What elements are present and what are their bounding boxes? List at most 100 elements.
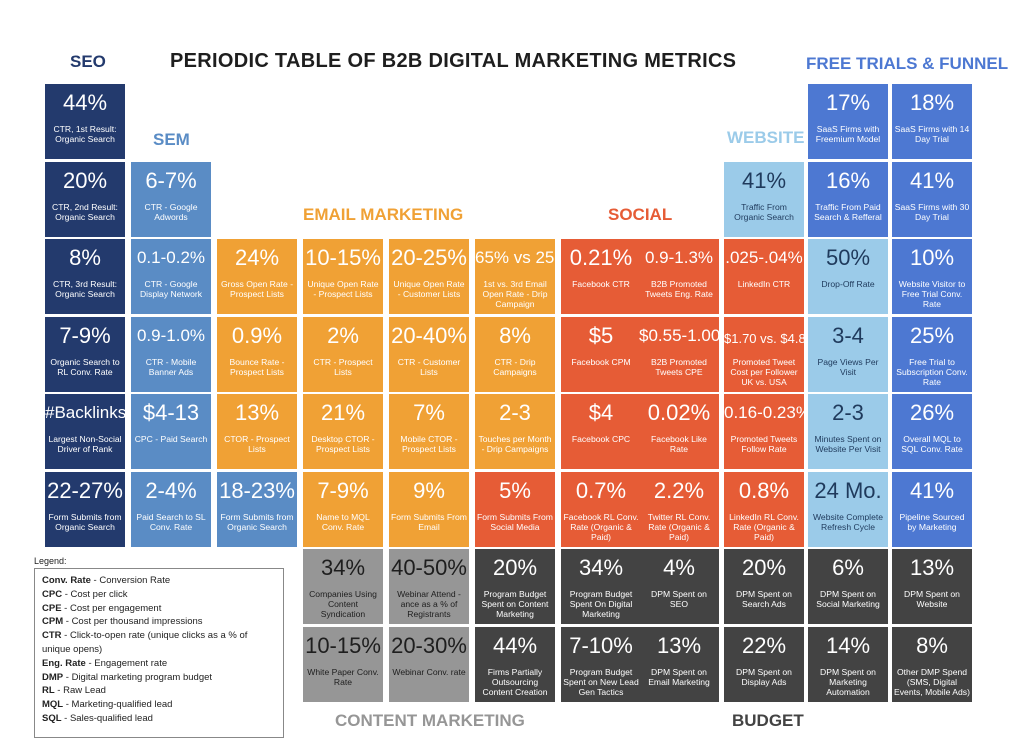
metric-cell: $4 Facebook CPC	[561, 394, 641, 469]
metric-cell: 16% Traffic From Paid Search & Refferal	[808, 162, 888, 237]
metric-value: 6%	[832, 555, 864, 580]
metric-value: 44%	[62, 90, 108, 115]
metric-cell: 9% Form Submits From Email	[389, 472, 469, 547]
metric-cell: 13% DPM Spent on Website	[892, 549, 972, 624]
metric-cell: 10% Website Visitor to Free Trial Conv. R…	[892, 239, 972, 314]
metric-cell: 24 Mo. Website Complete Refresh Cycle	[808, 472, 888, 547]
metric-label: Webinar Conv. rate	[392, 667, 466, 677]
legend-item: SQL - Sales-qualified lead	[42, 712, 153, 724]
metric-cell: 8% CTR - Drip Campaigns	[475, 317, 555, 392]
metric-value: 24 Mo.	[814, 478, 882, 503]
metric-cell: #Backlinks Largest Non-Social Driver of R…	[45, 394, 125, 469]
metric-label: Firms Partially Outsourcing Content Crea…	[482, 667, 548, 697]
page-title: PERIODIC TABLE OF B2B DIGITAL MARKETING …	[170, 50, 737, 72]
metric-cell: 8% Other DMP Spend (SMS, Digital Events, …	[892, 627, 972, 702]
metric-label: White Paper Conv. Rate	[307, 667, 379, 687]
metric-label: Facebook CTR	[572, 279, 630, 289]
metric-cell: 25% Free Trial to Subscription Conv. Rate	[892, 317, 972, 392]
metric-value: 3-4	[832, 323, 864, 348]
metric-value: 8%	[499, 323, 531, 348]
metric-value: 6-7%	[145, 168, 197, 193]
metric-value: 41%	[741, 168, 787, 193]
metric-cell: 40-50% Webinar Attend - ance as a % of Re…	[389, 549, 469, 624]
metric-label: CTR - Drip Campaigns	[493, 357, 537, 377]
metric-value: 0.9%	[231, 323, 283, 348]
legend-item: DMP - Digital marketing program budget	[42, 671, 213, 683]
metric-value: 13%	[234, 400, 280, 425]
metric-cell: 7% Mobile CTOR - Prospect Lists	[389, 394, 469, 469]
metric-label: Facebook RL Conv. Rate (Organic & Paid)	[563, 512, 639, 542]
metric-label: CTR, 3rd Result: Organic Search	[53, 279, 117, 299]
metric-label: Website Visitor to Free Trial Conv. Rate	[898, 279, 966, 309]
metric-cell: 10-15% Unique Open Rate - Prospect Lists	[303, 239, 383, 314]
metric-value: 20-30%	[391, 633, 467, 658]
metric-value: 50%	[825, 245, 871, 270]
metric-cell: 0.02% Facebook Like Rate	[639, 394, 719, 469]
legend-item: Eng. Rate - Engagement rate	[42, 657, 168, 669]
metric-value: 0.16-0.23%	[724, 403, 804, 422]
metric-label: CTR - Prospect Lists	[313, 357, 373, 377]
metric-cell: 0.7% Facebook RL Conv. Rate (Organic & Pa…	[561, 472, 641, 547]
legend-item: RL - Raw Lead	[42, 685, 106, 697]
metric-value: 4%	[663, 555, 695, 580]
metric-value: 0.7%	[575, 478, 627, 503]
metric-cell: 2.2% Twitter RL Conv. Rate (Organic & Pai…	[639, 472, 719, 547]
metric-label: Facebook CPC	[571, 434, 631, 444]
metric-cell: 17% SaaS Firms with Freemium Model	[808, 84, 888, 159]
legend-item: CPE - Cost per engagement	[42, 602, 162, 614]
metric-cell: 13% CTOR - Prospect Lists	[217, 394, 297, 469]
metric-cell: 6-7% CTR - Google Adwords	[131, 162, 211, 237]
metric-label: Program Budget Spent On Digital Marketin…	[569, 589, 633, 619]
metric-value: $4	[588, 400, 614, 425]
metric-label: DPM Spent on Display Ads	[736, 667, 792, 687]
metric-label: Unique Open Rate - Prospect Lists	[307, 279, 379, 299]
metric-cell: 20% DPM Spent on Search Ads	[724, 549, 804, 624]
metric-value: 65% vs 25%	[475, 248, 555, 267]
metric-label: CTR - Mobile Banner Ads	[145, 357, 197, 377]
metric-label: Gross Open Rate - Prospect Lists	[220, 279, 294, 299]
metric-label: Minutes Spent on Website Per Visit	[814, 434, 882, 454]
metric-cell: 20-25% Unique Open Rate - Customer Lists	[389, 239, 469, 314]
metric-label: DPM Spent on Marketing Automation	[820, 667, 876, 697]
metric-cell: $1.70 vs. $4.89 Promoted Tweet Cost per F…	[724, 317, 804, 392]
metric-value: 41%	[909, 478, 955, 503]
metric-label: B2B Promoted Tweets CPE	[651, 357, 707, 377]
metric-cell: 5% Form Submits From Social Media	[475, 472, 555, 547]
metric-label: Program Budget Spent on Content Marketin…	[481, 589, 549, 619]
metric-value: $1.70 vs. $4.89	[724, 331, 804, 346]
metric-value: 10-15%	[305, 633, 381, 658]
metric-label: Traffic From Organic Search	[734, 202, 794, 222]
metric-label: Program Budget Spent on New Lead Gen Tac…	[563, 667, 639, 697]
metric-value: 10%	[909, 245, 955, 270]
metric-cell: 41% Traffic From Organic Search	[724, 162, 804, 237]
metric-label: Drop-Off Rate	[821, 279, 875, 289]
metric-label: DPM Spent on Website	[904, 589, 960, 609]
metric-cell: 0.9-1.0% CTR - Mobile Banner Ads	[131, 317, 211, 392]
metric-label: LinkedIn CTR	[737, 279, 791, 289]
metric-label: Promoted Tweet Cost per Follower UK vs. …	[730, 357, 798, 387]
metric-label: Unique Open Rate - Customer Lists	[393, 279, 465, 299]
metric-cell: 21% Desktop CTOR - Prospect Lists	[303, 394, 383, 469]
category-label-email: EMAIL MARKETING	[303, 205, 464, 224]
metric-cell: 0.9-1.3% B2B Promoted Tweets Eng. Rate	[639, 239, 719, 314]
metric-cell: 0.1-0.2% CTR - Google Display Network	[131, 239, 211, 314]
metric-label: Mobile CTOR - Prospect Lists	[400, 434, 458, 454]
metric-label: Paid Search to SL Conv. Rate	[136, 512, 206, 532]
metric-label: CTR - Google Adwords	[144, 202, 198, 222]
metric-value: 24%	[234, 245, 280, 270]
metric-cell: 18-23% Form Submits from Organic Search	[217, 472, 297, 547]
metric-value: 7%	[413, 400, 445, 425]
metric-value: 0.9-1.3%	[644, 248, 714, 267]
metric-label: CTR - Customer Lists	[397, 357, 461, 377]
metric-value: .025-.04%	[725, 248, 803, 267]
legend-item: CPM - Cost per thousand impressions	[42, 616, 203, 628]
metric-cell: 24% Gross Open Rate - Prospect Lists	[217, 239, 297, 314]
metric-label: Desktop CTOR - Prospect Lists	[311, 434, 375, 454]
metric-value: 0.8%	[738, 478, 790, 503]
metric-cell: 0.21% Facebook CTR	[561, 239, 641, 314]
metric-value: 21%	[320, 400, 366, 425]
metric-label: Form Submits from Organic Search	[48, 512, 122, 532]
metric-value: 13%	[656, 633, 702, 658]
metric-value: 18%	[909, 90, 955, 115]
metric-value: 7-9%	[59, 323, 111, 348]
